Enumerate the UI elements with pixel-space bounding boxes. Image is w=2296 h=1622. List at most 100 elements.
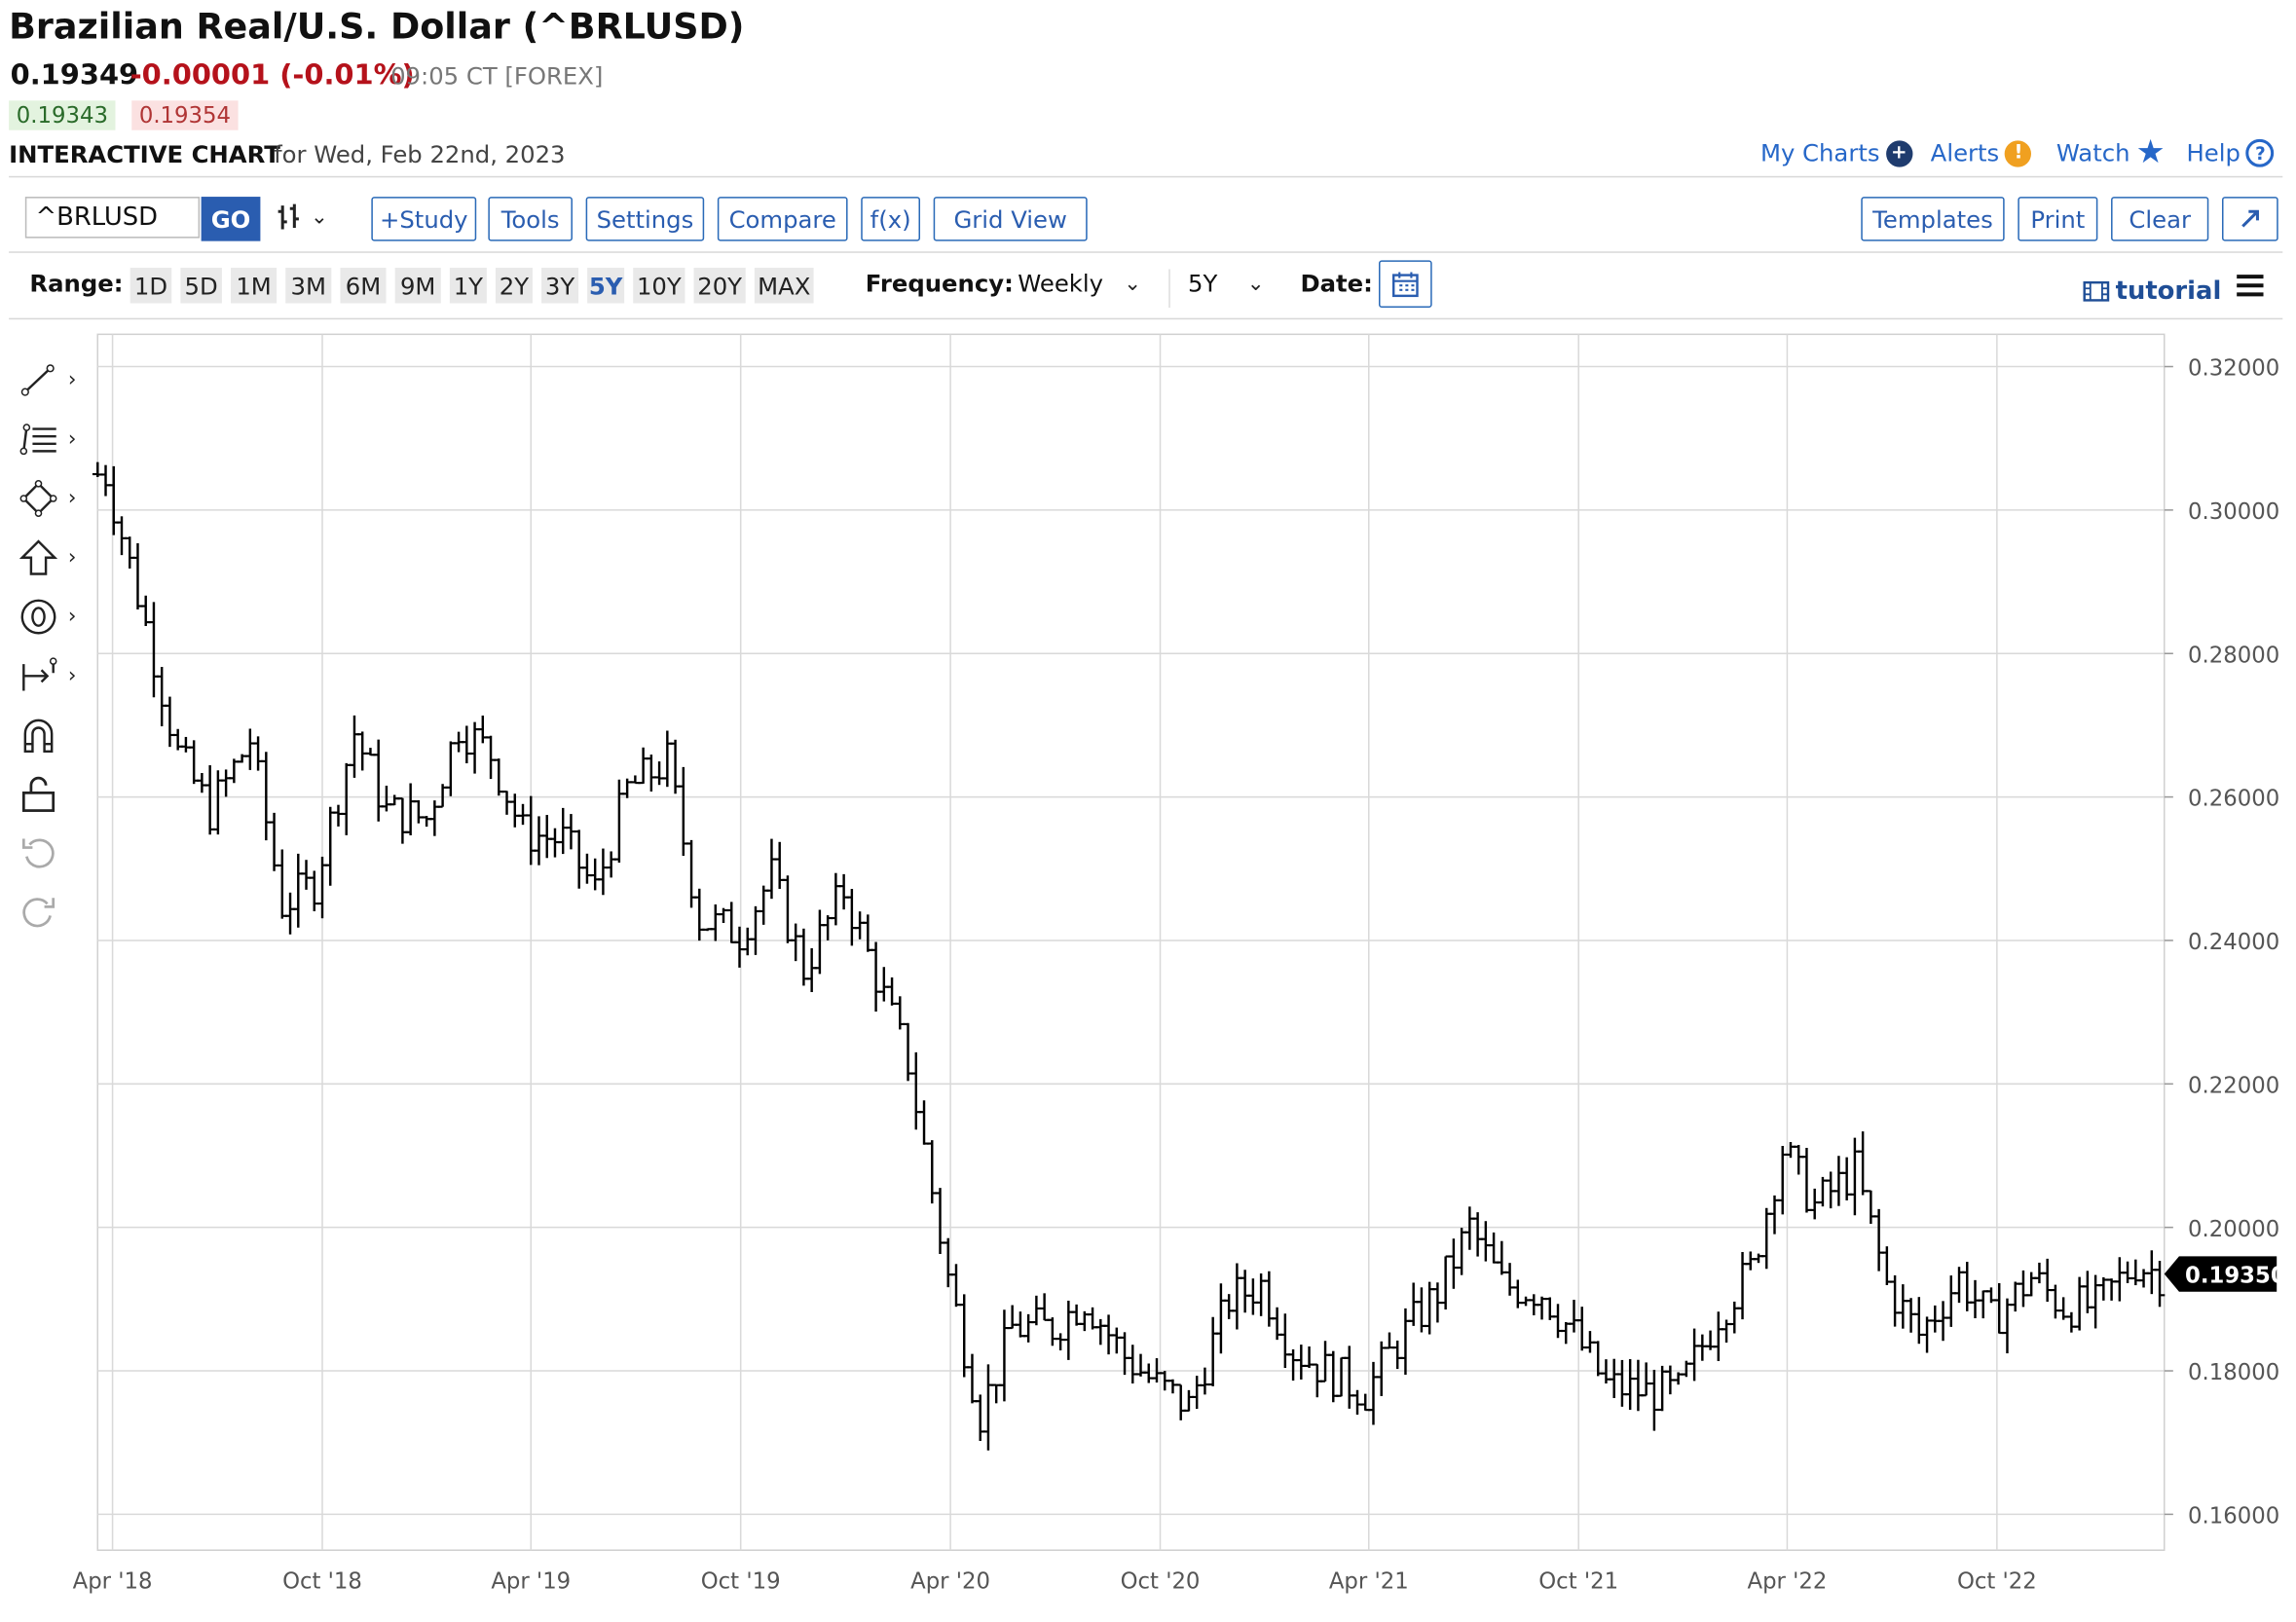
range-option-6m[interactable]: 6M (340, 267, 387, 304)
y-tick-label: 0.22000 (2188, 1073, 2279, 1098)
ohlc-bar (935, 1188, 945, 1255)
ohlc-bar (445, 741, 457, 796)
chevron-right-icon: › (67, 545, 77, 570)
range-option-1y[interactable]: 1Y (449, 267, 487, 304)
ohlc-bar (2114, 1257, 2126, 1302)
ohlc-bar (646, 755, 657, 792)
ohlc-bar (1087, 1307, 1098, 1330)
ohlc-bar (2122, 1261, 2133, 1283)
ohlc-bar (838, 873, 849, 910)
ohlc-bar (1809, 1188, 1821, 1220)
ohlc-bar (462, 725, 472, 763)
ohlc-bar (1031, 1295, 1042, 1326)
my-charts-link[interactable]: My Charts + (1760, 139, 1912, 167)
ohlc-bar (324, 806, 336, 886)
clear-button[interactable]: Clear (2111, 197, 2209, 241)
ohlc-bar (1961, 1262, 1973, 1311)
measure-tool-button[interactable]: › (18, 654, 92, 699)
range-option-3m[interactable]: 3M (285, 267, 332, 304)
ohlc-bar (261, 752, 272, 841)
range-option-10y[interactable]: 10Y (633, 267, 685, 304)
ohlc-bar (990, 1383, 1002, 1404)
ohlc-bar (1497, 1240, 1507, 1275)
period-select[interactable]: 5Y ⌄ (1188, 270, 1265, 298)
range-option-max[interactable]: MAX (754, 267, 814, 304)
ohlc-bar (967, 1353, 978, 1404)
tutorial-link[interactable]: tutorial (2083, 276, 2221, 306)
arrow-tool-button[interactable]: › (18, 535, 92, 580)
date-picker-button[interactable] (1378, 260, 1432, 309)
redo-button[interactable] (18, 891, 92, 936)
undo-button[interactable] (18, 831, 92, 876)
ohlc-bar (1697, 1334, 1708, 1361)
ohlc-bar (1745, 1251, 1757, 1271)
line-tool-button[interactable]: › (18, 358, 92, 403)
ohlc-bar (950, 1264, 962, 1308)
frequency-select[interactable]: Weekly ⌄ (1018, 270, 1141, 298)
alerts-label: Alerts (1930, 138, 2000, 167)
frequency-label: Frequency: (865, 269, 1014, 298)
y-tick-label: 0.30000 (2188, 499, 2279, 525)
y-tick-label: 0.20000 (2188, 1217, 2279, 1242)
expand-icon (2241, 209, 2259, 228)
range-option-9m[interactable]: 9M (394, 267, 441, 304)
ohlc-bar (116, 516, 128, 556)
range-option-1d[interactable]: 1D (130, 267, 172, 304)
ohlc-bar (100, 464, 111, 497)
chart-type-selector[interactable]: ⌄ (276, 202, 328, 234)
range-option-1m[interactable]: 1M (231, 267, 278, 304)
ohlc-bar (493, 758, 504, 796)
ohlc-bar (581, 853, 593, 884)
fullscreen-button[interactable] (2221, 197, 2278, 241)
ohlc-bar (662, 730, 673, 788)
print-button[interactable]: Print (2018, 197, 2098, 241)
compare-button[interactable]: Compare (717, 197, 848, 241)
range-option-5d[interactable]: 5D (180, 267, 222, 304)
ohlc-bar (1400, 1308, 1411, 1375)
ohlc-bar (333, 804, 344, 827)
ohlc-bar (2018, 1270, 2029, 1308)
lock-button[interactable] (18, 772, 92, 817)
ohlc-bar (1641, 1362, 1651, 1397)
ohlc-bar (1552, 1304, 1564, 1339)
measure-icon (22, 657, 57, 691)
range-option-2y[interactable]: 2Y (495, 267, 533, 304)
range-option-20y[interactable]: 20Y (693, 267, 746, 304)
ohlc-bar (1713, 1311, 1724, 1361)
ohlc-bars-icon (278, 203, 299, 230)
range-option-5y[interactable]: 5Y (587, 267, 625, 304)
settings-button[interactable]: Settings (585, 197, 705, 241)
ohlc-bar (477, 715, 489, 744)
magnet-button[interactable] (18, 713, 92, 757)
grid-view-button[interactable]: Grid View (933, 197, 1088, 241)
range-option-3y[interactable]: 3Y (541, 267, 579, 304)
function-button[interactable]: f(x) (861, 197, 921, 241)
interactive-chart-label: INTERACTIVE CHART (9, 140, 280, 169)
ohlc-bar (1688, 1328, 1700, 1382)
ohlc-bar (766, 838, 777, 900)
ohlc-bar (2042, 1258, 2053, 1303)
add-study-button[interactable]: +Study (371, 197, 477, 241)
shape-tool-button[interactable]: › (18, 476, 92, 521)
ohlc-bar (1849, 1137, 1861, 1216)
fib-tool-button[interactable]: › (18, 417, 92, 461)
ohlc-bar (886, 977, 898, 1006)
ohlc-bar (132, 543, 143, 610)
go-button[interactable]: GO (201, 197, 261, 241)
templates-button[interactable]: Templates (1861, 197, 2005, 241)
symbol-input[interactable] (24, 197, 201, 239)
chevron-down-icon: ⌄ (1124, 271, 1142, 296)
ohlc-bar (1384, 1332, 1395, 1349)
ohlc-bar (1055, 1333, 1066, 1351)
tools-button[interactable]: Tools (488, 197, 573, 241)
watch-link[interactable]: Watch ★ (2056, 136, 2166, 168)
ohlc-bar (341, 762, 352, 835)
help-link[interactable]: Help ? (2187, 138, 2275, 167)
alerts-link[interactable]: Alerts ! (1931, 139, 2032, 167)
ohlc-bar (910, 1051, 922, 1130)
menu-button[interactable] (2234, 271, 2266, 306)
ohlc-bar (999, 1309, 1010, 1402)
label-tool-button[interactable]: › (18, 595, 92, 640)
